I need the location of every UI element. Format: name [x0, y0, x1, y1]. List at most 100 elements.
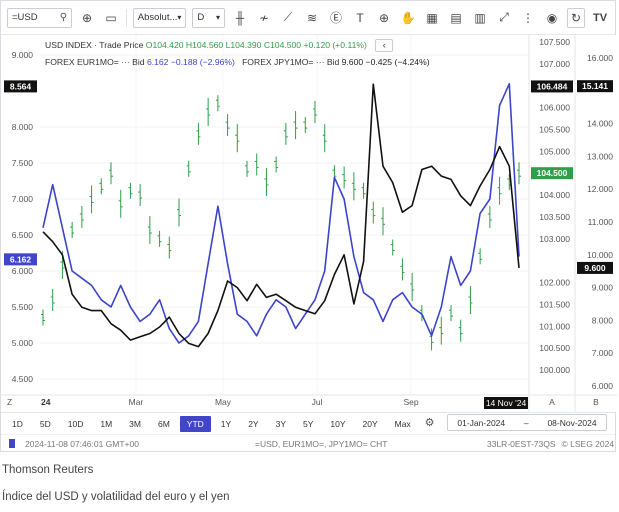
right-tick-label: 8.000	[592, 315, 614, 325]
period-button-3y[interactable]: 3Y	[275, 418, 286, 429]
period-button-6m[interactable]: 6M	[157, 418, 170, 429]
x-current-badge-bg	[484, 397, 528, 409]
mid-badge-high-bg	[531, 80, 573, 93]
search-icon: ⚲	[59, 12, 68, 23]
period-button-5d[interactable]: 5D	[39, 418, 51, 429]
interval-select-value: D	[197, 12, 205, 23]
compare-icon[interactable]: ⊕	[82, 10, 93, 25]
legend-change: +0.120 (+0.11%)	[303, 40, 367, 50]
caption-title: Índice del USD y volatilidad del euro y …	[2, 491, 230, 503]
left-tick-label: 7.500	[12, 158, 34, 168]
left-tick-label: 4.500	[12, 374, 34, 384]
date-to: 08-Nov-2024	[547, 417, 597, 428]
left-tick-label: 6.500	[12, 230, 34, 240]
period-button-1m[interactable]: 1M	[100, 418, 113, 429]
mid-tick-label: 105.500	[539, 124, 570, 134]
right-badge-jpy: 9.600	[584, 263, 606, 273]
period-button-20y[interactable]: 20Y	[362, 418, 378, 429]
mid-axis: 107.500 107.000 106.000 105.500 105.000 104.0…	[539, 37, 570, 375]
period-button-3m[interactable]: 3M	[129, 418, 141, 429]
period-button-10d[interactable]: 10D	[67, 418, 84, 429]
hand-icon[interactable]: ✋	[400, 10, 416, 25]
chart-icon[interactable]: ▥	[474, 10, 486, 25]
left-tick-label: 9.000	[12, 50, 34, 60]
chart-area[interactable]: 9.000 8.000 7.500 7.000 6.500 6.000 5.500 5.000…	[1, 35, 617, 412]
right-badge-high: 15.141	[582, 81, 608, 91]
corner-left-label: Z	[7, 397, 12, 407]
mid-tick-label: 103.500	[539, 212, 570, 222]
caption-source: Thomson Reuters	[2, 464, 94, 476]
legend-jpy-title: FOREX JPY1MO= ··· Bid	[242, 57, 340, 67]
mid-tick-label: 107.000	[539, 59, 570, 69]
status-timestamp: 2024-11-08 07:46:01 GMT+00	[25, 438, 139, 449]
legend-eur-title: FOREX EUR1MO= ··· Bid	[45, 57, 145, 67]
mid-badge-high: 106.484	[537, 81, 568, 91]
chart-window: =USD ⚲ ⊕ ▭ Absolut... ▾ D ▾ ╫ ≁ ⟋ ≋ Ⓔ T …	[0, 0, 617, 452]
period-button-5y[interactable]: 5Y	[303, 418, 314, 429]
interval-select[interactable]: D ▾	[192, 7, 225, 28]
right-tick-label: 16.000	[587, 53, 613, 63]
period-button-1d[interactable]: 1D	[12, 418, 23, 429]
more-icon[interactable]: ⋮	[522, 10, 534, 25]
mid-tick-label: 101.000	[539, 321, 570, 331]
ohlc-bars-icon[interactable]: ╫	[235, 10, 245, 25]
right-badge-high-bg	[577, 80, 613, 93]
legend-high: H104.560	[185, 40, 224, 50]
legend-jpy-value: 9.600	[341, 57, 364, 67]
mid-tick-label: 103.000	[539, 234, 570, 244]
chevron-down-icon: ▾	[177, 13, 182, 22]
period-button-ytd[interactable]: YTD	[179, 415, 211, 432]
chart-svg: 9.000 8.000 7.500 7.000 6.500 6.000 5.500 5.000…	[1, 35, 617, 412]
gear-icon[interactable]: ⚙	[424, 417, 435, 429]
left-tick-label: 5.000	[12, 338, 34, 348]
folder-icon[interactable]: ▭	[105, 10, 117, 25]
status-copyright: © LSEG 2024	[561, 438, 615, 449]
right-tick-label: 7.000	[592, 348, 614, 358]
right-tick-label: 13.000	[587, 151, 613, 161]
symbol-search-input[interactable]: =USD ⚲	[7, 7, 73, 28]
wave-icon[interactable]: ≋	[306, 10, 318, 25]
symbol-search-value: =USD	[12, 12, 38, 23]
right-tick-label: 6.000	[592, 381, 614, 391]
x-tick-label: May	[215, 397, 232, 407]
period-button-1y[interactable]: 1Y	[220, 418, 232, 429]
left-badge-high: 8.564	[10, 81, 32, 91]
left-badge-eur-bg	[4, 253, 37, 266]
settings-icon[interactable]: ◉	[546, 10, 558, 25]
status-bar: 2024-11-08 07:46:01 GMT+00 =USD, EUR1MO=…	[1, 434, 615, 452]
currency-icon[interactable]: Ⓔ	[329, 11, 342, 25]
text-tool-icon[interactable]: T	[356, 10, 364, 25]
x-tick-label: Sep	[403, 397, 418, 407]
legend-collapse-button[interactable]: ‹	[375, 39, 394, 53]
scale-select-value: Absolut...	[137, 12, 178, 23]
left-tick-label: 7.000	[12, 194, 34, 204]
fullscreen-icon[interactable]: ⤢	[499, 10, 509, 24]
status-marker-icon	[9, 439, 15, 448]
legend-low: L104.390	[225, 40, 262, 50]
date-range-field[interactable]: 01-Jan-2024 – 08-Nov-2024	[447, 414, 607, 431]
period-button-10y[interactable]: 10Y	[330, 418, 346, 429]
legend-line-fx: FOREX EUR1MO= ··· Bid 6.162 −0.188 (−2.9…	[45, 54, 430, 71]
legend-open: O104.420	[145, 40, 184, 50]
zoom-icon[interactable]: ⊕	[378, 10, 390, 25]
right-tick-label: 10.000	[587, 250, 613, 260]
trend-line-icon[interactable]: ⟋	[283, 10, 293, 24]
layout-icon[interactable]: ▤	[450, 10, 462, 25]
left-tick-label: 6.000	[12, 266, 34, 276]
scale-select[interactable]: Absolut... ▾	[132, 7, 187, 28]
legend-usd-title: USD INDEX · Trade Price	[45, 40, 144, 50]
legend-eur-change: −0.188 (−2.96%)	[170, 57, 235, 67]
chart-legend: USD INDEX · Trade Price O104.420 H104.56…	[45, 37, 430, 71]
left-axis: 9.000 8.000 7.500 7.000 6.500 6.000 5.500 5.000…	[12, 50, 34, 384]
toolbar-divider	[126, 8, 127, 27]
x-current-label: 14 Nov '24	[486, 398, 527, 408]
period-button-max[interactable]: Max	[394, 418, 411, 429]
line-style-icon[interactable]: ≁	[258, 10, 270, 25]
mid-tick-label: 106.000	[539, 103, 570, 113]
right-axis: 16.000 14.000 13.000 12.000 11.000 10.000 9.00…	[587, 53, 613, 391]
mid-tick-label: 100.500	[539, 343, 570, 353]
period-button-2y[interactable]: 2Y	[248, 418, 259, 429]
right-badge-jpy-bg	[577, 261, 613, 274]
refresh-icon[interactable]: ↻	[567, 7, 585, 28]
table-icon[interactable]: ▦	[426, 10, 438, 25]
